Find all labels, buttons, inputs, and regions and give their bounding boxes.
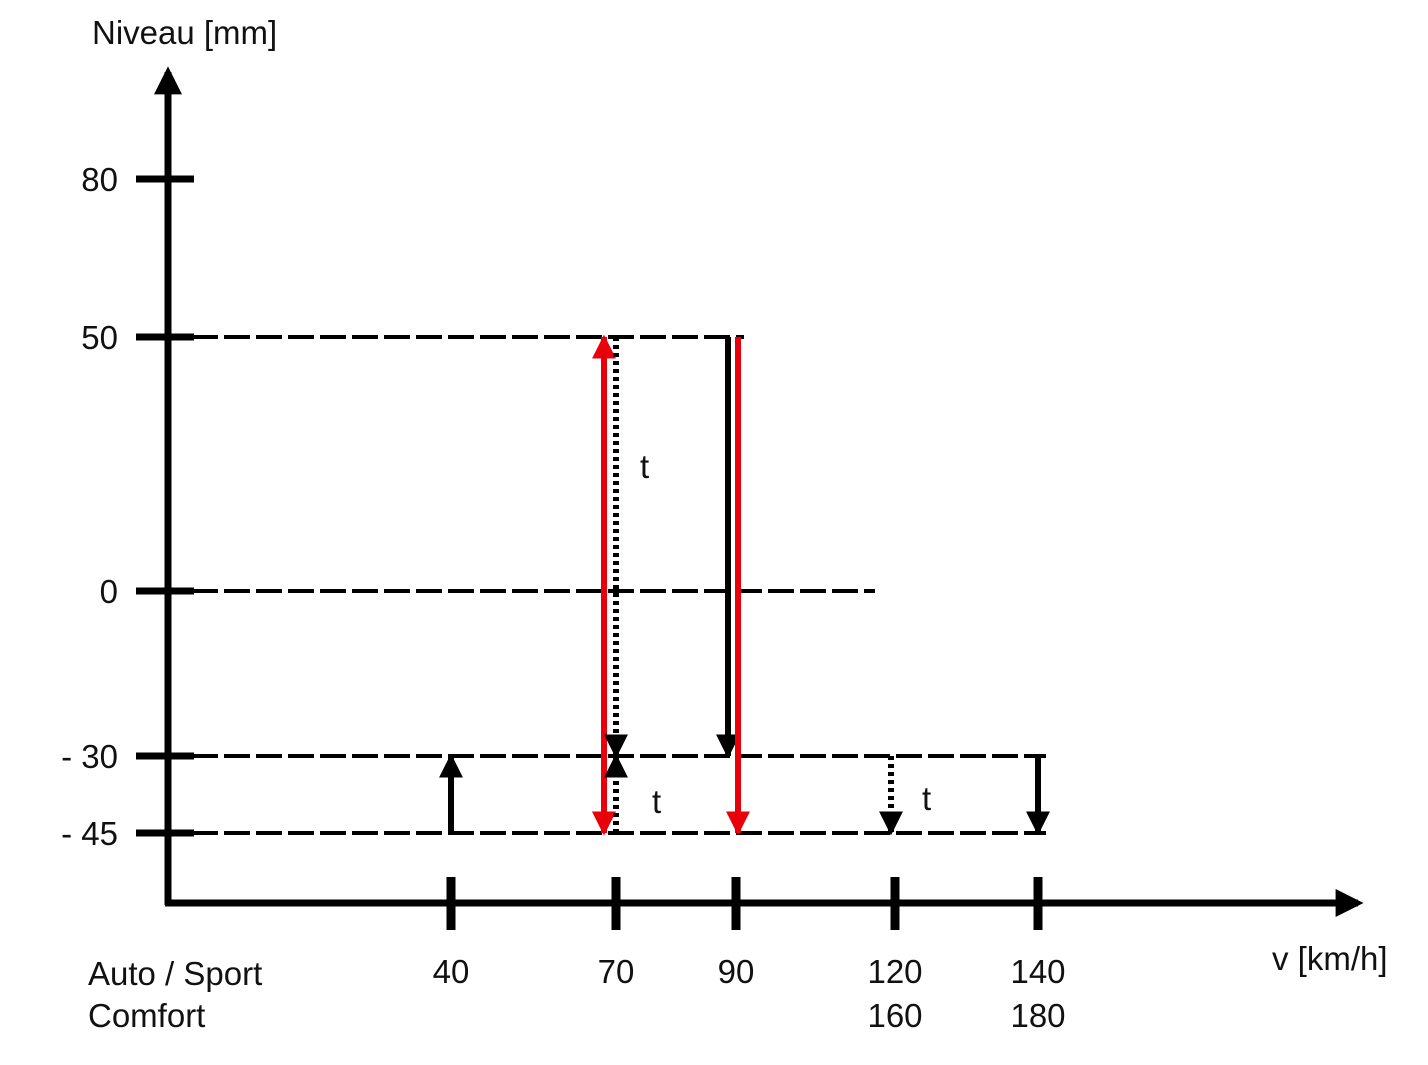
transition-label: t bbox=[640, 448, 649, 485]
x-tick-label-comfort: 180 bbox=[1010, 997, 1065, 1034]
x-row-label-comfort: Comfort bbox=[88, 997, 205, 1034]
y-tick-label: 0 bbox=[100, 573, 118, 610]
x-tick-label-comfort: 160 bbox=[867, 997, 922, 1034]
x-row-label-auto-sport: Auto / Sport bbox=[88, 955, 262, 992]
x-ticks: 40 70 90 120 160 140 180 bbox=[433, 877, 1066, 1034]
y-tick-label: 50 bbox=[81, 319, 118, 356]
x-tick-label-auto-sport: 40 bbox=[433, 953, 470, 990]
x-tick-label-auto-sport: 90 bbox=[718, 953, 755, 990]
y-axis-title: Niveau [mm] bbox=[92, 14, 277, 51]
transition-label: t bbox=[922, 780, 931, 817]
x-axis-title: v [km/h] bbox=[1272, 940, 1388, 977]
y-tick-label: 80 bbox=[81, 161, 118, 198]
x-tick-label-auto-sport: 140 bbox=[1010, 953, 1065, 990]
y-tick-label: - 30 bbox=[61, 738, 118, 775]
transitions: t t t bbox=[439, 334, 1050, 836]
y-ticks: 80 50 0 - 30 - 45 bbox=[61, 161, 194, 852]
y-tick-label: - 45 bbox=[61, 815, 118, 852]
transition-label: t bbox=[652, 783, 661, 820]
x-tick-label-auto-sport: 70 bbox=[598, 953, 635, 990]
x-tick-label-auto-sport: 120 bbox=[867, 953, 922, 990]
